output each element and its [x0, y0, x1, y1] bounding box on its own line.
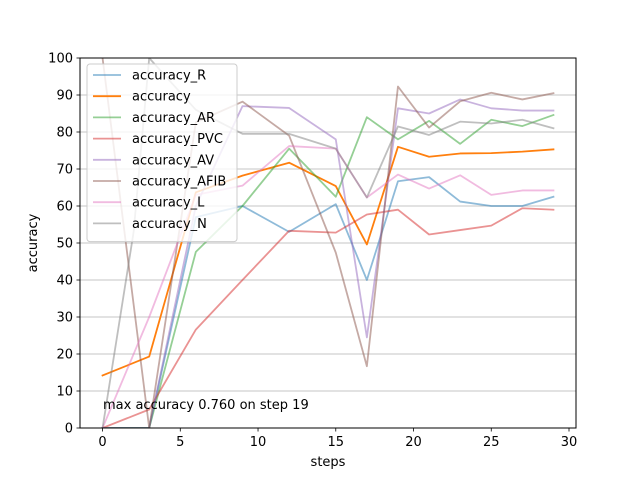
x-axis: 0 5 10 15 20 25 30	[98, 428, 577, 450]
y-tick-label: 80	[56, 126, 73, 141]
legend-label: accuracy	[132, 90, 191, 105]
y-tick-label: 30	[56, 311, 73, 326]
legend-entry: accuracy_PVC	[93, 132, 223, 147]
x-tick-label: 0	[98, 435, 106, 450]
series-line-accuracy-ar	[101, 113, 555, 428]
y-tick-label: 20	[56, 348, 73, 363]
x-tick-label: 10	[250, 435, 267, 450]
y-axis: 0 10 20 30 40 50 60 70 80 90 100	[48, 52, 80, 437]
y-tick-label: 90	[56, 89, 73, 104]
y-tick-label: 0	[65, 422, 73, 437]
max-accuracy-annotation: max accuracy 0.760 on step 19	[103, 398, 309, 413]
y-tick-label: 60	[56, 200, 73, 215]
y-tick-label: 100	[48, 52, 73, 67]
legend-label: accuracy_AFIB	[132, 175, 226, 190]
legend: accuracy_R accuracy accuracy_AR accuracy_PV…	[86, 63, 238, 243]
y-tick-label: 40	[56, 274, 73, 289]
legend-label: accuracy_N	[132, 217, 207, 232]
legend-label: accuracy_AV	[132, 153, 214, 168]
y-axis-label: accuracy	[26, 213, 41, 272]
legend-entry: accuracy_AFIB	[93, 175, 226, 190]
legend-entry: accuracy_L	[93, 196, 205, 211]
legend-entry: accuracy_AR	[93, 111, 215, 126]
legend-label: accuracy_L	[132, 196, 205, 211]
legend-label: accuracy_R	[132, 69, 206, 84]
y-tick-label: 50	[56, 237, 73, 252]
x-tick-label: 5	[176, 435, 184, 450]
legend-label: accuracy_AR	[132, 111, 215, 126]
series-line-accuracy-pvc	[101, 207, 555, 428]
legend-box	[86, 63, 238, 243]
x-tick-label: 15	[328, 435, 345, 450]
y-tick-label: 10	[56, 385, 73, 400]
x-tick-label: 20	[405, 435, 422, 450]
legend-entry: accuracy	[93, 90, 191, 105]
x-tick-label: 25	[483, 435, 500, 450]
legend-entry: accuracy_N	[93, 217, 207, 232]
legend-entry: accuracy_AV	[93, 153, 214, 168]
y-tick-label: 70	[56, 163, 73, 178]
legend-label: accuracy_PVC	[132, 132, 223, 147]
legend-entry: accuracy_R	[93, 69, 206, 84]
x-tick-label: 30	[561, 435, 578, 450]
x-axis-label: steps	[311, 455, 346, 470]
